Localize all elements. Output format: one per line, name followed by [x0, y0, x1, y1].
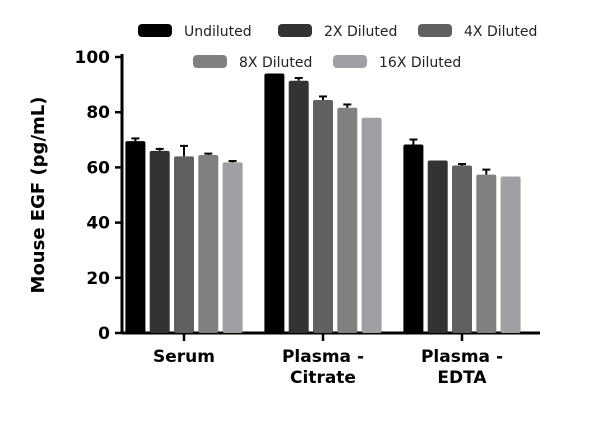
bar [149, 150, 170, 333]
legend-swatch [418, 24, 452, 37]
y-tick-label: 20 [86, 269, 110, 289]
bar [222, 162, 243, 333]
bar [125, 141, 146, 333]
bar [174, 156, 194, 333]
legend-swatch [138, 24, 172, 37]
x-tick-label: Plasma - [421, 347, 503, 367]
legend-label: 2X Diluted [324, 24, 397, 40]
x-tick-label: EDTA [437, 368, 487, 388]
legend-swatch [193, 55, 227, 68]
x-tick-label: Citrate [290, 368, 356, 388]
bar [288, 80, 309, 334]
bar [361, 117, 382, 333]
legend-swatch [278, 24, 312, 37]
legend-label: 4X Diluted [464, 24, 537, 40]
bar [476, 174, 497, 333]
bar [403, 144, 424, 333]
y-axis-label: Mouse EGF (pg/mL) [28, 97, 49, 294]
legend-label: 8X Diluted [239, 55, 312, 71]
legend-swatch [333, 55, 367, 68]
y-tick-label: 80 [86, 103, 110, 123]
bar [198, 154, 219, 333]
bar [313, 100, 333, 333]
legend-label: 16X Diluted [379, 55, 461, 71]
legend-label: Undiluted [184, 24, 252, 40]
bar [452, 165, 472, 333]
bar [427, 160, 448, 333]
x-tick-label: Serum [153, 347, 215, 367]
bar [264, 73, 285, 333]
y-tick-label: 100 [75, 48, 111, 68]
bar [500, 176, 521, 333]
x-tick-label: Plasma - [282, 347, 364, 367]
y-tick-label: 0 [98, 324, 110, 344]
y-tick-label: 40 [86, 214, 110, 234]
bar [337, 107, 358, 333]
y-tick-label: 60 [86, 158, 110, 178]
